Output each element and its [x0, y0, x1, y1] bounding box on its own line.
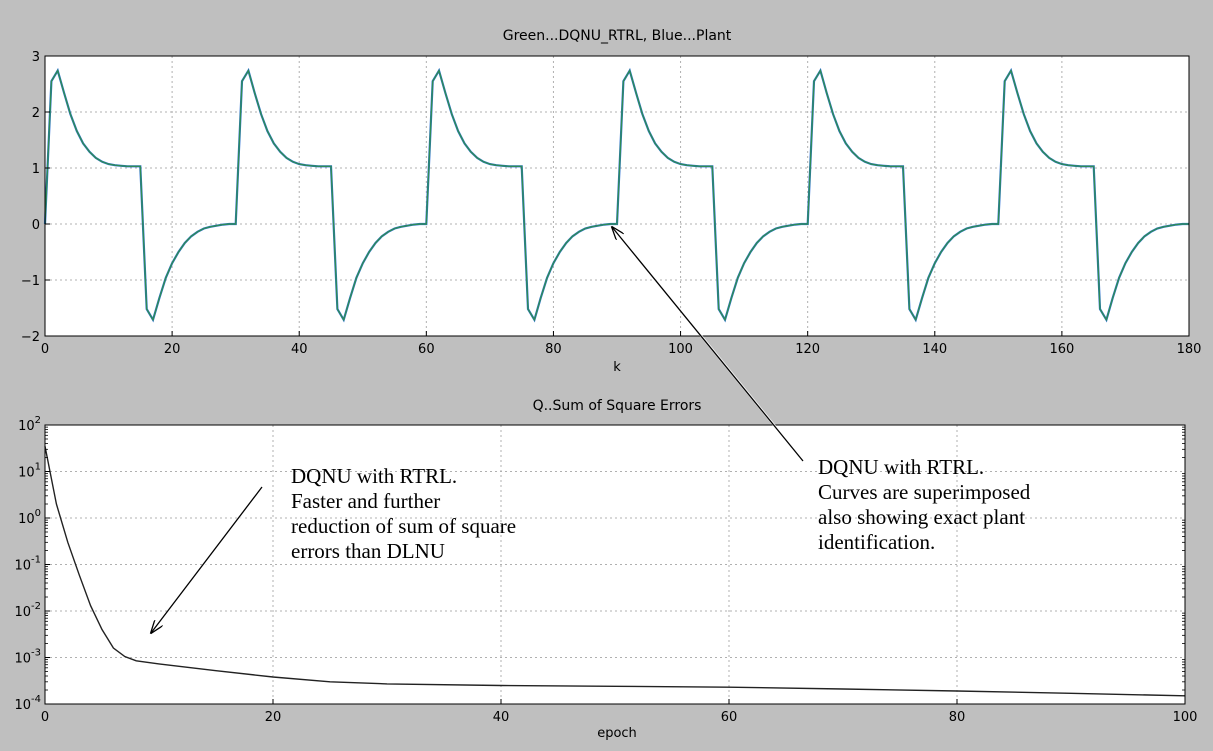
top-chart-x-axis-label: k [613, 360, 621, 375]
tick-exponent: 0 [35, 508, 41, 519]
bottom-y-tick-label: 100 [18, 508, 41, 527]
bottom-y-tick-label: 10-2 [14, 601, 41, 620]
top-chart-plot-area [45, 56, 1189, 336]
top-y-tick-label: 3 [32, 50, 40, 65]
dqnu-rtrl-series-line [44, 68, 1189, 322]
annotation-text-left: DQNU with RTRL. Faster and further reduc… [291, 464, 517, 563]
top-y-tick-label: 0 [32, 218, 40, 233]
top-y-tick-label: 1 [32, 162, 40, 177]
top-x-tick-label: 120 [795, 342, 820, 357]
annotation-arrow-right [612, 227, 806, 464]
tick-base: 10 [14, 559, 31, 574]
bottom-chart-grid [45, 425, 1185, 704]
top-x-tick-label: 100 [668, 342, 693, 357]
top-x-tick-label: 160 [1049, 342, 1074, 357]
top-y-tick-label: 2 [32, 106, 40, 121]
bottom-y-tick-label: 10-1 [14, 555, 41, 574]
tick-exponent: 1 [35, 462, 41, 473]
bottom-y-tick-label: 10-4 [14, 694, 41, 713]
top-y-tick-label: −2 [21, 330, 40, 345]
bottom-chart-x-axis-label: epoch [597, 726, 637, 741]
tick-exponent: -3 [31, 648, 41, 659]
top-x-tick-label: 0 [41, 342, 49, 357]
tick-base: 10 [18, 512, 35, 527]
top-chart-frame [44, 55, 1190, 337]
sse-series-line [44, 446, 1186, 697]
tick-base: 10 [18, 466, 35, 481]
tick-base: 10 [14, 605, 31, 620]
bottom-x-tick-label: 0 [41, 710, 49, 725]
bottom-y-tick-label: 101 [18, 462, 41, 481]
bottom-y-tick-label: 10-3 [14, 648, 41, 667]
top-x-tick-label: 180 [1177, 342, 1202, 357]
top-y-tick-label: −1 [21, 274, 40, 289]
tick-base: 10 [18, 419, 35, 434]
top-chart-title: Green...DQNU_RTRL, Blue...Plant [503, 28, 732, 44]
bottom-x-tick-label: 20 [265, 710, 282, 725]
top-chart: Green...DQNU_RTRL, Blue...Plant 0 20 40 60 8… [21, 28, 1202, 375]
tick-exponent: -2 [31, 601, 41, 612]
tick-exponent: -1 [31, 555, 41, 566]
top-x-tick-label: 80 [545, 342, 562, 357]
bottom-x-tick-label: 40 [493, 710, 510, 725]
bottom-y-tick-label: 102 [18, 415, 41, 434]
tick-base: 10 [14, 652, 31, 667]
bottom-chart: Q..Sum of Square Errors 0 20 40 60 80 1001021… [14, 398, 1197, 741]
top-x-tick-label: 60 [418, 342, 435, 357]
top-x-tick-label: 40 [291, 342, 308, 357]
bottom-chart-title: Q..Sum of Square Errors [533, 398, 702, 414]
top-chart-lines [43, 67, 1189, 323]
top-chart-ticks: 0 20 40 60 80 100 120 140 160 180 −2 −1 0 1 2 3 [21, 50, 1202, 357]
annotation-text-right: DQNU with RTRL. Curves are superimposed … [818, 455, 1031, 554]
bottom-x-tick-label: 100 [1173, 710, 1198, 725]
tick-base: 10 [14, 698, 31, 713]
bottom-x-tick-label: 80 [949, 710, 966, 725]
bottom-x-tick-label: 60 [721, 710, 738, 725]
tick-exponent: 2 [35, 415, 41, 426]
top-x-tick-label: 140 [922, 342, 947, 357]
top-x-tick-label: 20 [164, 342, 181, 357]
annotation-arrow-left [151, 486, 265, 636]
tick-exponent: -4 [31, 694, 41, 705]
bottom-chart-lines [44, 446, 1186, 697]
